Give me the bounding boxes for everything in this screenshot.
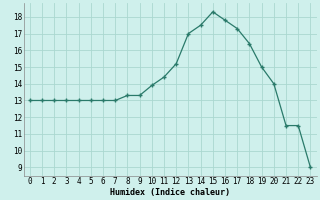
X-axis label: Humidex (Indice chaleur): Humidex (Indice chaleur) — [110, 188, 230, 197]
